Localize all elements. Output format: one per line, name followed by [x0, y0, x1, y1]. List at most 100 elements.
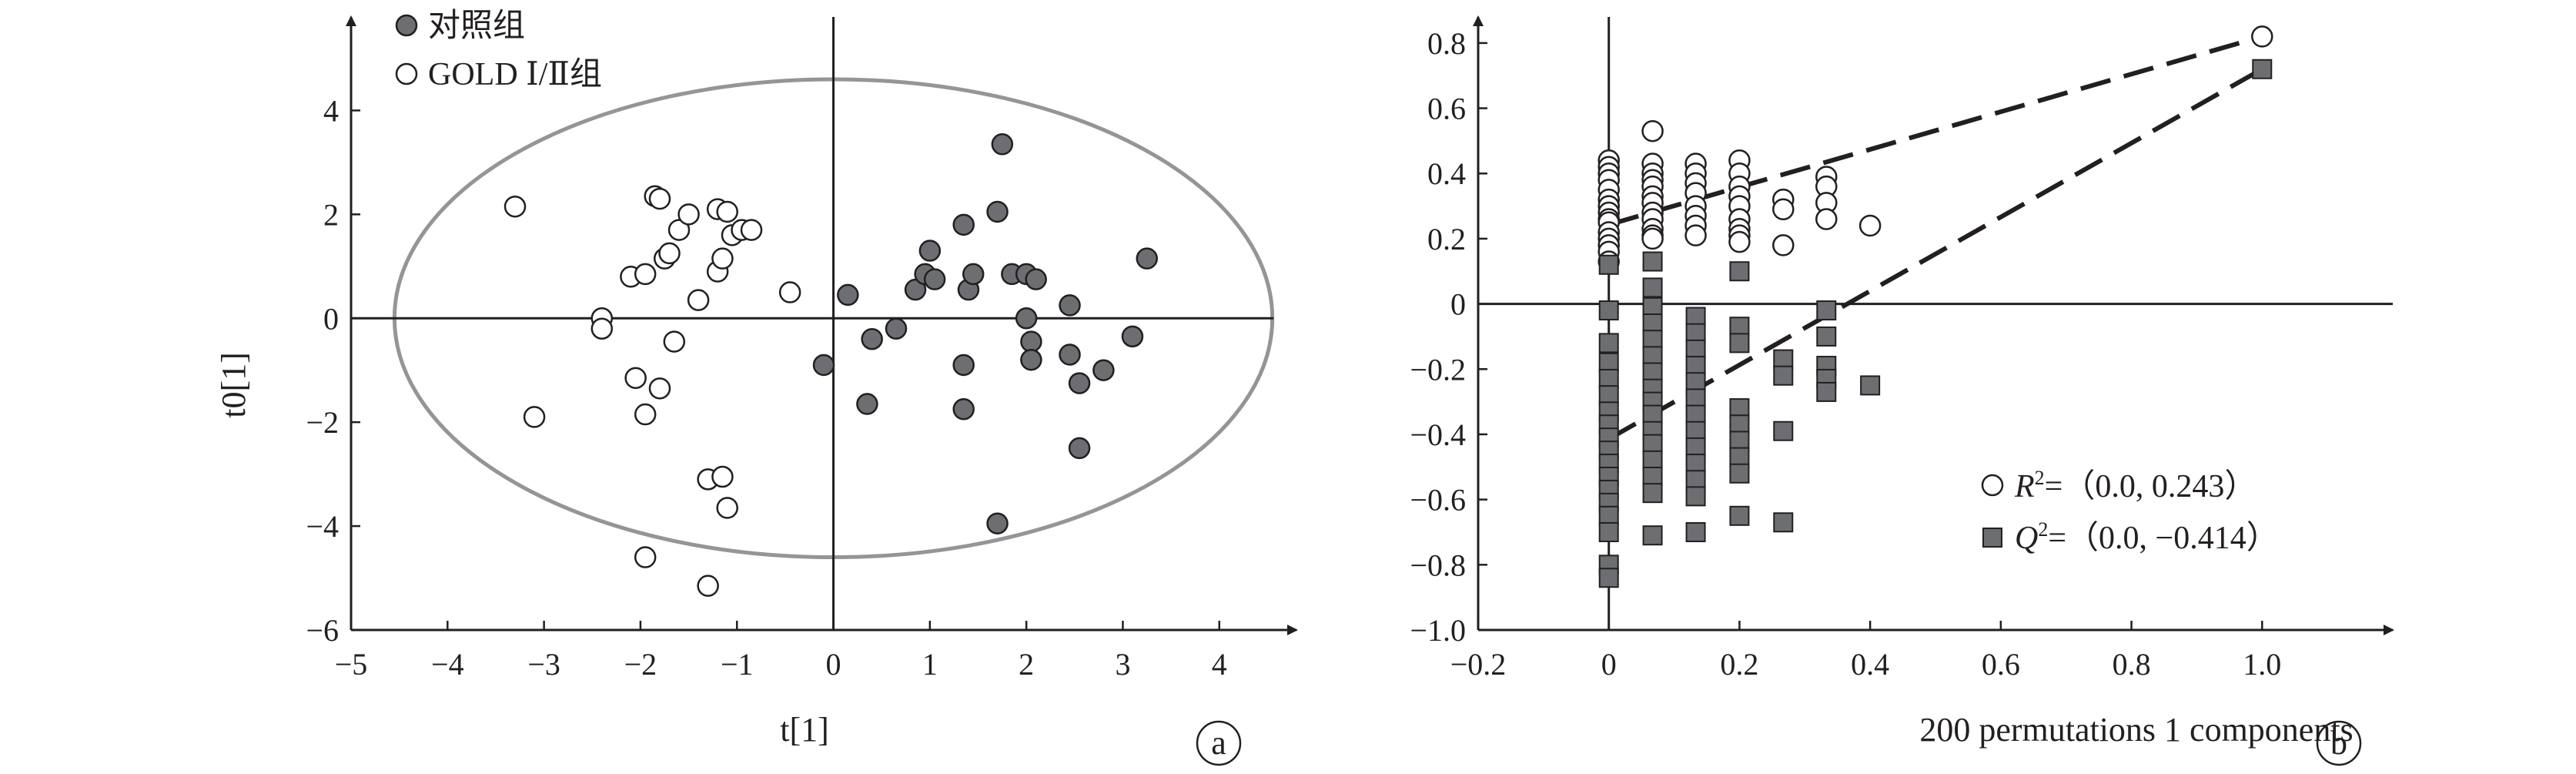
panel-b-x-tick-label: −0.2 [1450, 647, 1507, 682]
panel-b-y-tick-label: 0.2 [1427, 222, 1466, 256]
q2-point [1685, 521, 1706, 542]
gold-group-point [716, 497, 738, 519]
panel-b-x-axis-label: 200 permutations 1 components [1919, 711, 2353, 749]
r2-regression-line [1607, 34, 2263, 227]
control-group-point [1020, 348, 1042, 371]
control-group-point [1136, 247, 1159, 270]
panel-a-x-tick-label: 0 [826, 647, 841, 682]
control-group-point [952, 353, 975, 377]
panel-b-regression-lines [1607, 34, 2263, 441]
panel-a-y-tick-label: −6 [306, 613, 339, 648]
panel-a-x-tick-label: 3 [1115, 647, 1130, 682]
panel-a-points [503, 133, 1159, 597]
panel-a-y-tick-label: 0 [323, 301, 339, 336]
r2-point [1815, 208, 1838, 230]
r2-point [1684, 224, 1707, 246]
panel-b-permutation-plot: −0.2 0 0.2 0.4 0.6 0.8 1.0 −1.0 −0.8 −0.6 −0.4 −0.2… [1410, 15, 2394, 766]
q2-point [1642, 525, 1663, 546]
q2-point [1685, 307, 1706, 327]
control-group-point [812, 353, 835, 377]
q2-point [1642, 277, 1663, 298]
q2-point [1816, 300, 1837, 321]
legend-q2-values: =（0.0, −0.414） [2048, 521, 2278, 556]
panel-a-ticks: −5 −4 −3 −2 −1 0 1 2 3 4 −6 −4 −2 0 2 4 [306, 93, 1226, 682]
q2-point [1642, 330, 1663, 350]
control-group-point [986, 200, 1009, 223]
gold-group-point [648, 377, 671, 400]
panel-a-x-tick-label: −5 [335, 647, 368, 682]
panel-b-y-tick-label: −0.6 [1410, 483, 1466, 518]
control-group-point [1059, 343, 1081, 366]
panel-a-x-tick-label: −4 [431, 647, 464, 682]
panel-b-y-tick-label: −0.2 [1410, 352, 1466, 387]
control-group-point [904, 278, 927, 301]
panel-a-x-tick-label: −2 [624, 647, 657, 682]
panel-b-x-tick-label: 0 [1601, 647, 1617, 682]
gold-group-point [687, 289, 710, 311]
panel-b-y-tick-label: 0.8 [1427, 26, 1466, 61]
control-group-point [1020, 330, 1042, 353]
q2-point [1642, 483, 1663, 504]
panel-b-letter: b [2330, 724, 2347, 762]
r2-point [1641, 227, 1664, 250]
panel-a-legend: 对照组 GOLD Ⅰ/Ⅱ组 [395, 8, 602, 92]
control-group-point [952, 213, 975, 236]
panel-b-y-tick-label: 0.6 [1427, 92, 1466, 126]
control-group-point [952, 398, 975, 421]
q2-point [1642, 346, 1663, 367]
panel-a-y-tick-label: −4 [306, 509, 339, 544]
r2-point [1728, 230, 1751, 253]
q2-regression-line [1607, 67, 2263, 441]
q2-point [1729, 333, 1750, 353]
panel-a-letter: a [1211, 724, 1226, 762]
panel-b-x-tick-label: 0.2 [1720, 647, 1758, 682]
legend-gold-marker [395, 62, 418, 85]
panel-a-x-axis-label: t[1] [780, 711, 829, 749]
panel-b-y-tick-label: −0.4 [1410, 417, 1466, 452]
gold-group-point [634, 546, 657, 568]
gold-group-point [663, 330, 686, 353]
panel-a-y-tick-label: 4 [323, 93, 339, 128]
r2-point [1772, 198, 1795, 221]
q2-point [1685, 388, 1706, 409]
panel-b-letter-badge: b [2316, 720, 2362, 766]
q2-point [1729, 463, 1750, 484]
gold-group-point [634, 403, 657, 426]
control-group-point [918, 240, 942, 262]
q2-point [1685, 470, 1706, 491]
gold-group-point [711, 247, 734, 270]
gold-group-point [697, 575, 719, 597]
panel-b-y-tick-label: −1.0 [1410, 613, 1466, 648]
q2-point [1729, 414, 1750, 435]
control-group-point [1068, 372, 1091, 394]
control-group-point [856, 393, 878, 415]
gold-group-point [503, 195, 527, 218]
q2-point [1773, 512, 1794, 533]
gold-group-point [634, 263, 657, 286]
gold-group-point [590, 317, 614, 340]
gold-group-point [667, 219, 691, 241]
panel-b-y-tick-label: −0.8 [1410, 548, 1466, 582]
legend-r2-marker [1981, 474, 2004, 497]
gold-group-point [711, 465, 734, 488]
q2-point [1685, 372, 1706, 393]
panel-a-y-tick-label: −2 [306, 405, 339, 440]
control-group-point [962, 263, 985, 286]
control-group-point [1025, 268, 1047, 290]
control-group-point [991, 133, 1014, 156]
q2-point [1685, 323, 1706, 343]
legend-q2-prefix: Q [2015, 521, 2038, 556]
legend-r2-values: =（0.0, 0.243） [2045, 469, 2257, 504]
gold-group-point [658, 242, 681, 265]
q2-point [1598, 368, 1619, 389]
control-group-point [1015, 307, 1038, 330]
panel-b-x-tick-label: 0.6 [1982, 647, 2020, 682]
gold-group-point [778, 281, 801, 303]
q2-point [1816, 381, 1837, 402]
r2-point [1858, 214, 1882, 237]
gold-group-point [648, 187, 671, 210]
panel-b-x-tick-label: 0.8 [2113, 647, 2151, 682]
panel-a-x-tick-label: 4 [1212, 647, 1227, 682]
gold-group-point [624, 367, 647, 390]
